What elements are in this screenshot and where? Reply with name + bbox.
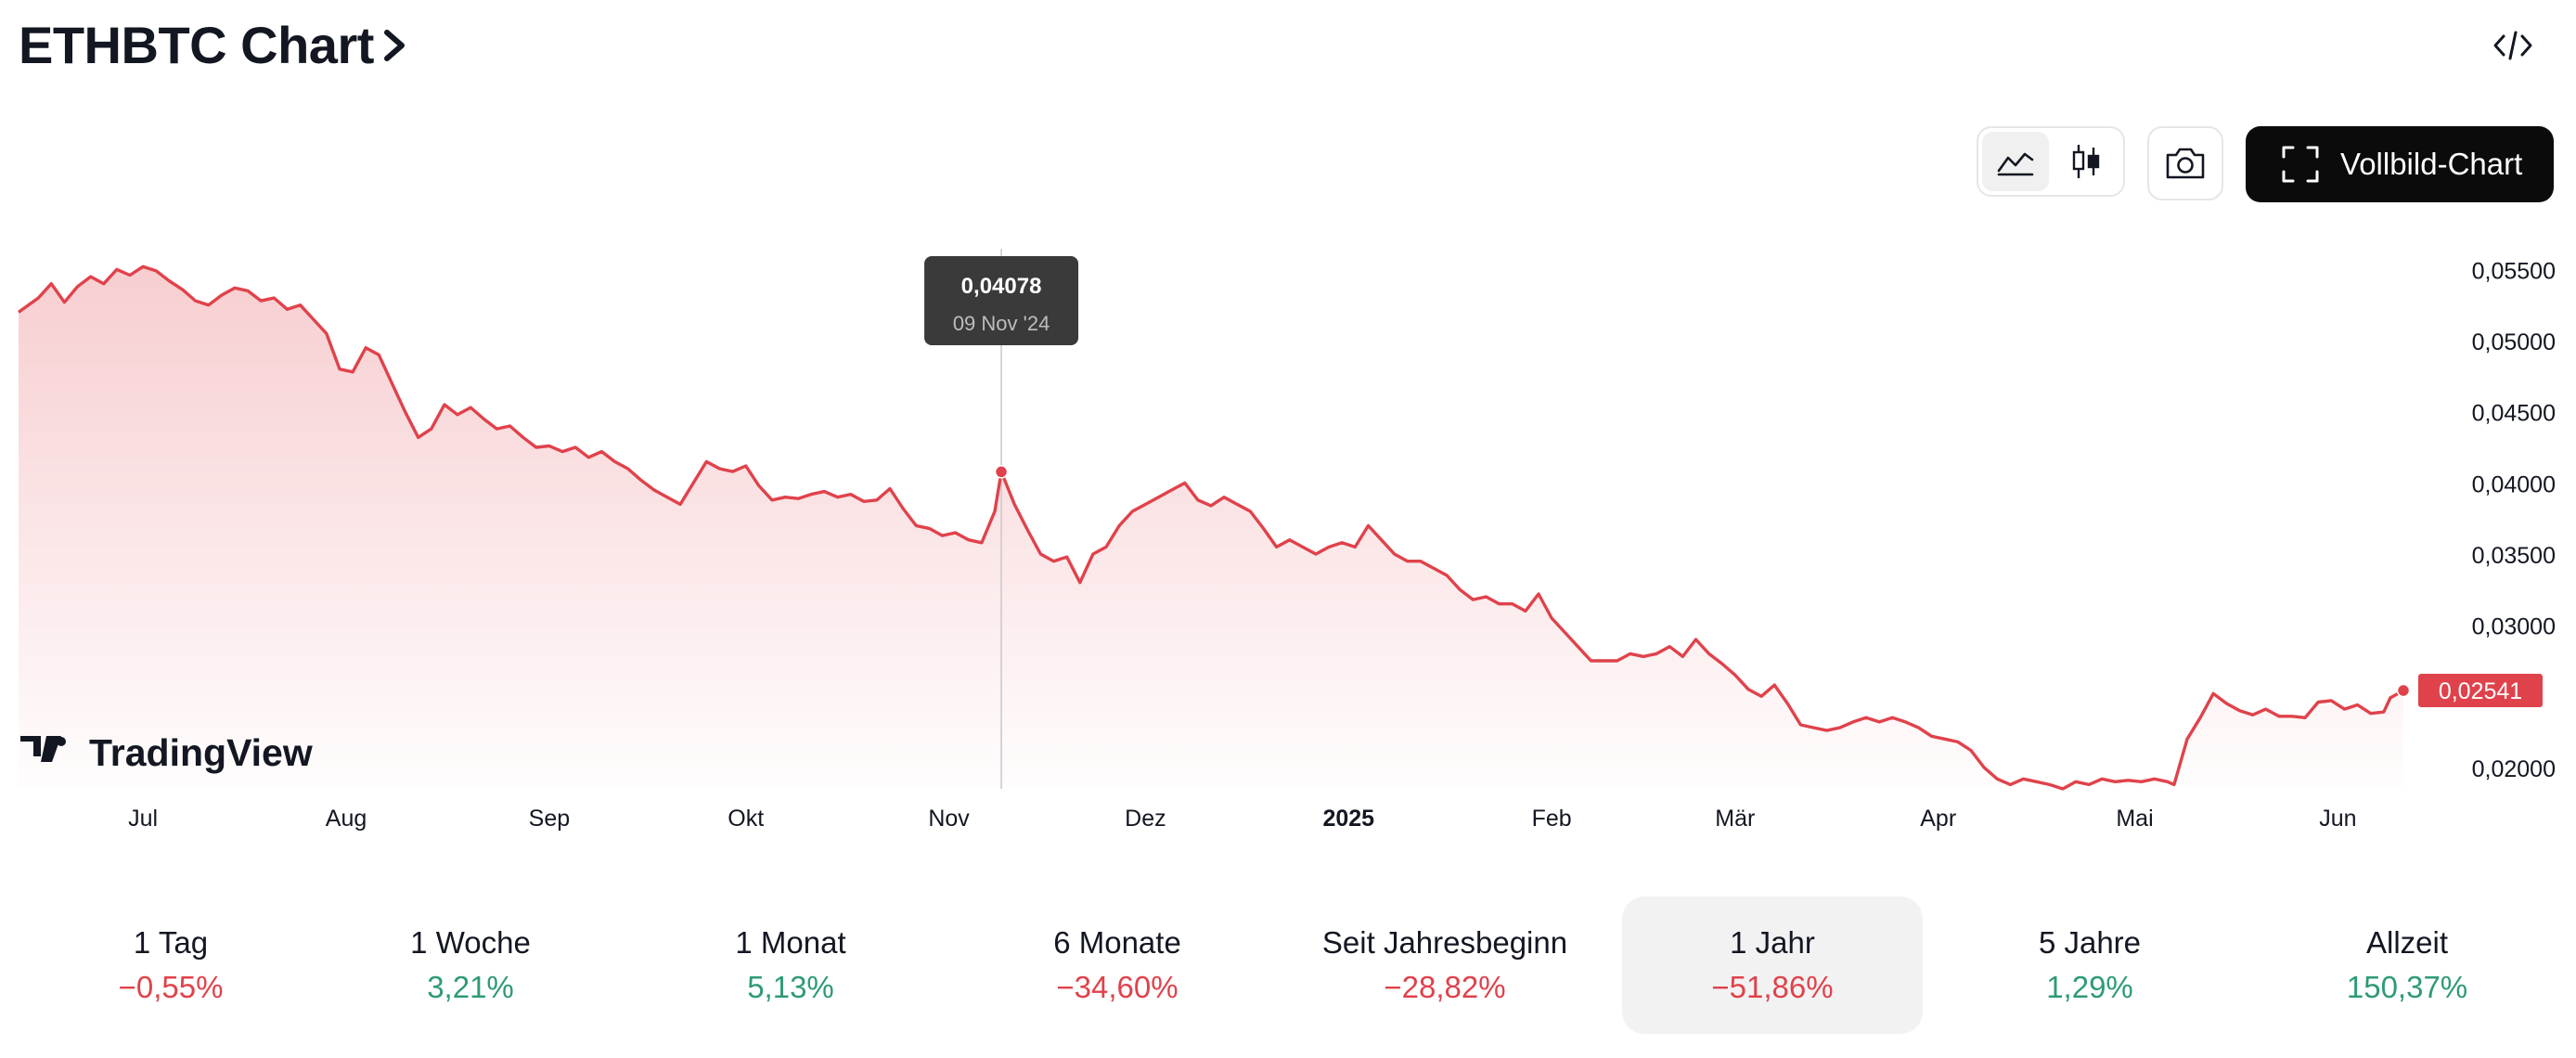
tradingview-watermark: TradingView (20, 731, 313, 774)
camera-icon (2166, 148, 2205, 179)
code-icon (2493, 31, 2532, 60)
y-tick-label: 0,04500 (2472, 401, 2556, 427)
period-change-value: −34,60% (1056, 970, 1179, 1004)
period-performance-row: 1 Tag −0,55% 1 Woche 3,21% 1 Monat 5,13% 6 Mon… (0, 897, 2576, 1034)
y-tick-label: 0,05500 (2472, 258, 2556, 284)
period-label: Seit Jahresbeginn (1321, 925, 1568, 960)
period-7[interactable]: Allzeit 150,37% (2257, 897, 2557, 1034)
chevron-right-icon (383, 29, 405, 61)
tooltip-box (924, 256, 1079, 345)
x-tick-label: Apr (1920, 806, 1956, 832)
candlestick-icon (2072, 145, 2100, 178)
y-axis: 0,05500 0,05000 0,04500 0,04000 0,03500 0,030… (2472, 258, 2556, 782)
plot-area (18, 249, 2404, 791)
x-tick-label: Okt (728, 806, 764, 832)
fullscreen-label: Vollbild-Chart (2340, 147, 2523, 181)
period-change-value: 1,29% (2046, 970, 2133, 1004)
x-tick-label: Mai (2116, 806, 2153, 832)
y-tick-label: 0,02000 (2472, 756, 2556, 782)
last-price-badge (2418, 674, 2543, 708)
period-label: 1 Monat (735, 925, 846, 960)
screenshot-button[interactable] (2147, 126, 2223, 200)
x-tick-label: Dez (1125, 806, 1166, 832)
x-tick-label: Feb (1532, 806, 1572, 832)
period-change-value: −51,86% (1711, 970, 1834, 1004)
period-label: 5 Jahre (2038, 925, 2142, 960)
fullscreen-icon (2282, 146, 2319, 183)
y-tick-label: 0,03000 (2472, 614, 2556, 640)
period-label: 6 Monate (1053, 925, 1181, 960)
fullscreen-chart-button[interactable]: Vollbild-Chart (2246, 126, 2555, 202)
period-3[interactable]: 6 Monate −34,60% (967, 897, 1268, 1034)
price-chart[interactable]: 0,05500 0,05000 0,04500 0,04000 0,03500 0,030… (0, 232, 2576, 845)
period-1[interactable]: 1 Woche 3,21% (320, 897, 621, 1034)
period-change-value: 5,13% (747, 970, 834, 1004)
period-label: 1 Woche (410, 925, 531, 960)
chart-toolbar: Vollbild-Chart (1977, 126, 2555, 204)
x-tick-label: Nov (928, 806, 970, 832)
period-change-value: −28,82% (1384, 970, 1506, 1004)
price-line (18, 264, 2404, 791)
period-change-value: 150,37% (2346, 970, 2468, 1004)
line-chart-icon (1997, 152, 2034, 176)
tradingview-logo-icon (20, 736, 66, 762)
y-tick-label: 0,05000 (2472, 329, 2556, 355)
period-4[interactable]: Seit Jahresbeginn −28,82% (1294, 897, 1595, 1034)
period-2[interactable]: 1 Monat 5,13% (640, 897, 941, 1034)
line-chart-button[interactable] (1982, 132, 2049, 191)
period-change-value: 3,21% (427, 970, 514, 1004)
tradingview-wordmark: TradingView (89, 731, 313, 774)
x-tick-label: Jul (128, 806, 158, 832)
period-6[interactable]: 5 Jahre 1,29% (1939, 897, 2240, 1034)
period-label: 1 Jahr (1730, 925, 1815, 960)
embed-code-button[interactable] (2485, 22, 2541, 69)
x-tick-label: Sep (529, 806, 570, 832)
x-tick-label: Aug (326, 806, 367, 832)
period-change-value: −0,55% (118, 970, 224, 1004)
price-area-fill (19, 266, 2403, 789)
chart-overlay: 0,04078 09 Nov '24 0,02541 (924, 256, 2543, 708)
last-price-label: 0,02541 (2439, 678, 2522, 704)
page-title[interactable]: ETHBTC Chart (19, 15, 407, 75)
period-label: Allzeit (2365, 925, 2449, 960)
tooltip-date: 09 Nov '24 (953, 312, 1050, 335)
page-title-text: ETHBTC Chart (19, 16, 374, 74)
x-tick-label: Mär (1715, 806, 1755, 832)
period-5[interactable]: 1 Jahr −51,86% (1622, 897, 1923, 1034)
x-tick-label: Jun (2319, 806, 2356, 832)
x-axis: Jul Aug Sep Okt Nov Dez 2025 Feb Mär Apr Mai Jun (128, 806, 2356, 832)
tooltip-value: 0,04078 (961, 274, 1042, 299)
candlestick-chart-button[interactable] (2053, 132, 2119, 191)
highlight-point[interactable] (994, 465, 1009, 479)
y-tick-label: 0,04000 (2472, 471, 2556, 497)
last-price-point (2396, 683, 2411, 698)
period-0[interactable]: 1 Tag −0,55% (20, 897, 321, 1034)
x-tick-label: 2025 (1322, 806, 1374, 832)
chart-type-switch (1977, 126, 2125, 197)
y-tick-label: 0,03500 (2472, 543, 2556, 569)
period-label: 1 Tag (133, 925, 209, 960)
